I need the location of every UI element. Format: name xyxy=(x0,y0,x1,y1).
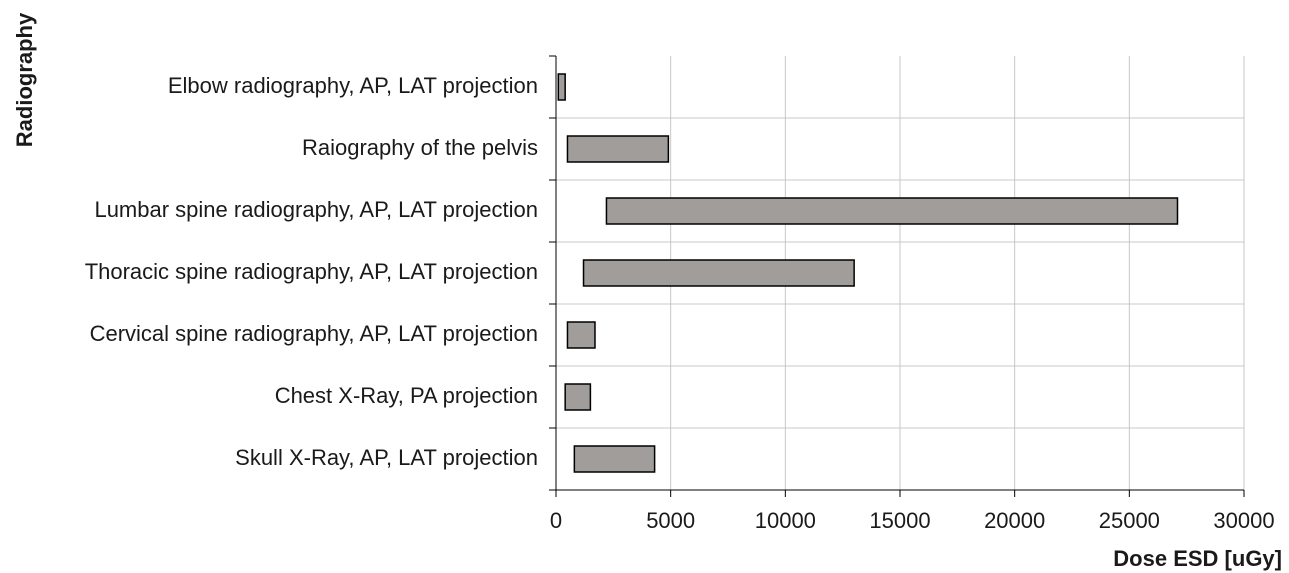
bar-cervical-spine-radiography-ap-lat-projection xyxy=(566,321,596,349)
x-tick-label: 5000 xyxy=(646,508,695,533)
x-tick-label: 20000 xyxy=(984,508,1045,533)
category-label: Skull X-Ray, AP, LAT projection xyxy=(235,445,538,470)
x-tick-label: 25000 xyxy=(1099,508,1160,533)
category-label: Raiography of the pelvis xyxy=(302,135,538,160)
bar-thoracic-spine-radiography-ap-lat-projection xyxy=(582,259,855,287)
category-label: Lumbar spine radiography, AP, LAT projec… xyxy=(94,197,538,222)
bar-base-elbow-radiography-ap-lat-projection xyxy=(556,74,559,100)
bar-chest-x-ray-pa-projection xyxy=(564,383,592,411)
x-axis-title: Dose ESD [uGy] xyxy=(1113,546,1282,571)
category-label: Chest X-Ray, PA projection xyxy=(275,383,538,408)
bars xyxy=(556,73,1179,473)
bar-elbow-radiography-ap-lat-projection xyxy=(557,73,566,101)
bar-base-chest-x-ray-pa-projection xyxy=(556,384,566,410)
bar-base-raiography-of-the-pelvis xyxy=(556,136,568,162)
x-tick-label: 10000 xyxy=(755,508,816,533)
bar-base-lumbar-spine-radiography-ap-lat-projection xyxy=(556,198,607,224)
x-tick-label: 15000 xyxy=(869,508,930,533)
labels: 0 5000 10000 15000 20000 25000 30000 Elbow radi… xyxy=(85,73,1275,533)
bar-lumbar-spine-radiography-ap-lat-projection xyxy=(605,197,1179,225)
category-label: Elbow radiography, AP, LAT projection xyxy=(168,73,538,98)
category-label: Cervical spine radiography, AP, LAT proj… xyxy=(90,321,538,346)
x-tick-label: 30000 xyxy=(1213,508,1274,533)
bar-base-skull-x-ray-ap-lat-projection xyxy=(556,446,575,472)
grid-lines xyxy=(556,56,1245,490)
axes xyxy=(549,55,1245,497)
bar-raiography-of-the-pelvis xyxy=(566,135,670,163)
x-tick-label: 0 xyxy=(550,508,562,533)
y-axis-title: Radiography xyxy=(12,12,37,147)
category-label: Thoracic spine radiography, AP, LAT proj… xyxy=(85,259,538,284)
bar-base-thoracic-spine-radiography-ap-lat-projection xyxy=(556,260,584,286)
bar-base-cervical-spine-radiography-ap-lat-projection xyxy=(556,322,568,348)
bar-skull-x-ray-ap-lat-projection xyxy=(573,445,656,473)
